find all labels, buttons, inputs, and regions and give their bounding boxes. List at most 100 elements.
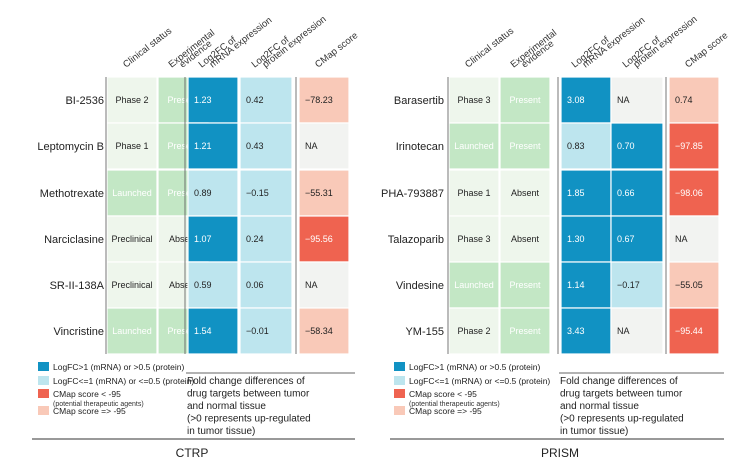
experimental-evidence-cell-label: Present [167,95,199,105]
protein-log2fc-cell-label: 0.67 [617,234,635,244]
protein-log2fc-cell-label: NA [617,95,630,105]
protein-log2fc-cell [239,76,293,124]
mrna-log2fc-cell [560,169,612,217]
legend-swatch [394,389,405,398]
clinical-status-cell-label: Phase 1 [457,188,490,198]
mrna-log2fc-cell-label: 1.14 [567,280,585,290]
cmap-score-cell-label: −78.23 [305,95,333,105]
fold-change-note: in tumor tissue) [560,426,628,437]
mrna-log2fc-cell-label: 1.54 [194,326,212,336]
clinical-status-cell [106,215,158,263]
cmap-score-cell [668,307,720,355]
protein-log2fc-cell-label: −0.15 [246,188,269,198]
mrna-log2fc-cell [560,307,612,355]
protein-log2fc-cell [610,76,664,124]
mrna-log2fc-cell-label: 3.08 [567,95,585,105]
clinical-status-cell-label: Phase 1 [115,141,148,151]
clinical-status-cell-label: Phase 2 [457,326,490,336]
clinical-status-cell-label: Phase 3 [457,234,490,244]
protein-log2fc-cell [239,215,293,263]
legend-sublabel: (potential therapeutic agents) [53,401,144,408]
experimental-evidence-cell-label: Present [167,326,199,336]
legend-swatch [38,406,49,415]
clinical-status-cell [448,169,500,217]
protein-log2fc-cell [610,307,664,355]
legend-swatch [38,389,49,398]
mrna-log2fc-cell-label: 1.23 [194,95,212,105]
drug-name: Vincristine [53,326,104,338]
clinical-status-cell [448,122,500,170]
cmap-score-cell [668,169,720,217]
cmap-score-header: CMap score [683,30,730,70]
drug-name: Barasertib [394,95,444,107]
clinical-status-cell [448,215,500,263]
legend-swatch [394,362,405,371]
clinical-status-cell-label: Launched [112,188,152,198]
mrna-log2fc-cell [187,215,239,263]
fold-change-note: in tumor tissue) [187,426,255,437]
cmap-score-cell-label: −55.31 [305,188,333,198]
experimental-evidence-cell-label: Present [167,188,199,198]
cmap-score-cell [298,307,350,355]
cmap-score-cell-label: −95.56 [305,234,333,244]
legend-label: CMap score => -95 [53,406,126,416]
cmap-score-cell-label: −58.34 [305,326,333,336]
drug-name: Leptomycin B [37,141,104,153]
drug-name: PHA-793887 [381,188,444,200]
clinical-status-header: Clinical status [121,25,174,70]
protein-log2fc-cell [610,169,664,217]
mrna-log2fc-cell [560,122,612,170]
experimental-evidence-cell [499,307,551,355]
fold-change-note: drug targets between tumor [187,389,310,400]
cmap-score-cell [668,261,720,309]
protein-log2fc-cell [239,122,293,170]
legend-label: CMap score => -95 [409,406,482,416]
cmap-score-cell-label: −97.85 [675,141,703,151]
experimental-evidence-cell-label: Present [167,141,199,151]
experimental-evidence-cell-label: Present [509,95,541,105]
cmap-score-cell-label: −98.06 [675,188,703,198]
mrna-log2fc-cell [187,76,239,124]
fold-change-note: Fold change differences of [560,376,678,387]
protein-log2fc-cell-label: 0.06 [246,280,264,290]
cmap-score-cell [298,169,350,217]
protein-log2fc-cell-label: 0.66 [617,188,635,198]
protein-log2fc-cell-label: NA [617,326,630,336]
mrna-log2fc-cell [187,307,239,355]
protein-log2fc-cell-label: −0.17 [617,280,640,290]
clinical-status-cell [448,261,500,309]
experimental-evidence-cell-label: Absent [169,280,198,290]
cmap-score-cell [298,215,350,263]
cmap-score-cell-label: 0.74 [675,95,693,105]
fold-change-note: drug targets between tumor [560,389,683,400]
mrna-log2fc-cell-label: 1.21 [194,141,212,151]
fold-change-note: (>0 represents up-regulated [560,414,684,425]
cmap-score-cell-label: NA [305,280,318,290]
clinical-status-cell [106,169,158,217]
mrna-log2fc-cell-label: 0.83 [567,141,585,151]
fold-change-note: and normal tissue [560,401,639,412]
mrna-log2fc-cell-label: 1.07 [194,234,212,244]
clinical-status-cell [106,307,158,355]
clinical-status-cell [106,122,158,170]
drug-name: YM-155 [405,326,444,338]
legend-swatch [394,376,405,385]
mrna-log2fc-cell-label: 0.89 [194,188,212,198]
drug-name: Irinotecan [396,141,444,153]
legend-label: LogFC<=1 (mRNA) or <=0.5 (protein) [53,376,194,386]
mrna-log2fc-cell-label: 1.30 [567,234,585,244]
protein-log2fc-cell-label: −0.01 [246,326,269,336]
experimental-evidence-cell-label: Absent [511,188,540,198]
cmap-score-cell-label: −55.05 [675,280,703,290]
experimental-evidence-cell [499,169,551,217]
clinical-status-cell [106,261,158,309]
legend-swatch [38,376,49,385]
legend-swatch [394,406,405,415]
drug-name: Methotrexate [40,188,104,200]
experimental-evidence-cell-label: Absent [169,234,198,244]
clinical-status-cell-label: Phase 3 [457,95,490,105]
experimental-evidence-cell-label: Absent [511,234,540,244]
panel-title: PRISM [541,446,579,460]
